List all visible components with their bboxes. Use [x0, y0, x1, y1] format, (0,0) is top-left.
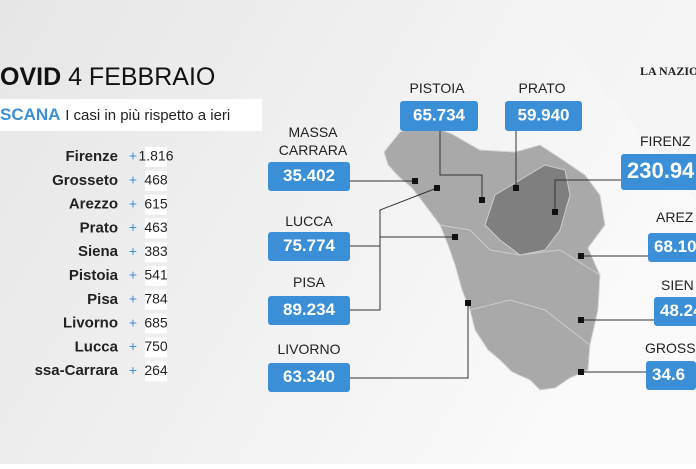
daily-value: 750 [144, 338, 168, 354]
total-value: 59.940 [518, 105, 570, 124]
title-date: 4 FEBBRAIO [68, 63, 215, 91]
daily-value: 541 [144, 267, 168, 283]
marker [552, 209, 558, 215]
plus-sign: + [129, 362, 137, 378]
plus-sign: + [129, 338, 137, 354]
province-name: LIVORNO [277, 341, 340, 357]
value-box [621, 154, 696, 190]
value-box [145, 337, 167, 358]
value-box [145, 218, 167, 239]
province-name: GROSS [645, 340, 696, 356]
total-value: 63.340 [283, 367, 335, 386]
province-name: SIEN [661, 277, 694, 293]
leader-line [554, 179, 621, 212]
marker [434, 185, 440, 191]
value-box [268, 162, 350, 191]
leader-line [439, 131, 483, 200]
plus-sign: + [129, 219, 137, 235]
province: Arezzo [69, 196, 118, 213]
marker [513, 185, 519, 191]
province: Livorno [63, 315, 118, 332]
total-value: 230.94 [627, 158, 695, 183]
total-value: 65.734 [413, 105, 466, 124]
province: Lucca [75, 338, 119, 355]
plus-sign: + [129, 291, 137, 307]
firenze-area [484, 164, 571, 256]
marker [578, 317, 584, 323]
marker [412, 178, 418, 184]
title-bold: OVID [0, 63, 61, 91]
subheader-text: I casi in più rispetto a ieri [65, 107, 230, 124]
value-box [646, 361, 696, 390]
value-box [654, 297, 696, 326]
region: SCANA [0, 105, 60, 124]
province-name: PISTOIA [410, 80, 466, 96]
province: Prato [80, 219, 118, 236]
province: Grosseto [52, 172, 118, 189]
province: Pisa [87, 291, 119, 308]
daily-value: 615 [144, 195, 168, 211]
province-name: LUCCA [285, 213, 333, 229]
value-box [145, 194, 167, 215]
province-name: MASSA CARRARA [279, 124, 348, 158]
subheader: SCANA I casi in più rispetto a ieri [0, 105, 230, 124]
province-name: PISA [293, 274, 326, 290]
value-box [505, 101, 582, 131]
leader-line [350, 187, 438, 247]
province-name: AREZ [656, 209, 694, 225]
total-value: 35.402 [283, 166, 335, 185]
value-box [145, 289, 167, 310]
value-box [145, 361, 167, 382]
plus-sign: + [129, 172, 137, 188]
marker [452, 234, 458, 240]
border [439, 224, 601, 276]
value-box [145, 170, 167, 191]
plus-sign: + [129, 314, 137, 330]
total-value: 89.234 [283, 300, 336, 319]
subheader-bar [0, 99, 262, 131]
value-box [268, 363, 350, 392]
marker [578, 369, 584, 375]
daily-value: 784 [144, 291, 168, 307]
value-box [268, 232, 350, 261]
leader-line [350, 236, 455, 311]
plus-sign: + [129, 267, 137, 283]
daily-value: 463 [144, 219, 168, 235]
title: OVID 4 FEBBRAIO [0, 63, 215, 91]
value-box [145, 313, 167, 334]
total-value: 34.6 [652, 365, 685, 384]
daily-value: 1.816 [138, 148, 173, 164]
value-box [268, 296, 350, 325]
daily-value: 468 [144, 172, 168, 188]
marker [465, 300, 471, 306]
marker [578, 253, 584, 259]
value-box [145, 147, 167, 167]
value-box [145, 266, 167, 286]
logo: LA NAZIO [640, 64, 696, 78]
province: Pistoia [69, 267, 119, 284]
value-box [400, 101, 478, 131]
province: Siena [78, 243, 119, 260]
value-box [145, 242, 167, 263]
border [469, 299, 591, 346]
total-value: 75.774 [283, 236, 336, 255]
leader-line [350, 303, 469, 379]
province-name: PRATO [519, 80, 566, 96]
plus-sign: + [129, 243, 137, 259]
marker [479, 197, 485, 203]
province: Firenze [65, 148, 118, 165]
total-value: 48.24 [660, 301, 696, 320]
daily-value: 685 [144, 314, 168, 330]
total-value: 68.10 [654, 237, 696, 256]
province-name: FIRENZ [640, 133, 691, 149]
value-box [648, 233, 696, 262]
daily-value: 264 [144, 362, 168, 378]
plus-sign: + [129, 148, 137, 164]
daily-value: 383 [144, 243, 168, 259]
plus-sign: + [129, 195, 137, 211]
province: ssa-Carrara [35, 362, 119, 379]
background-shade [530, 0, 696, 200]
